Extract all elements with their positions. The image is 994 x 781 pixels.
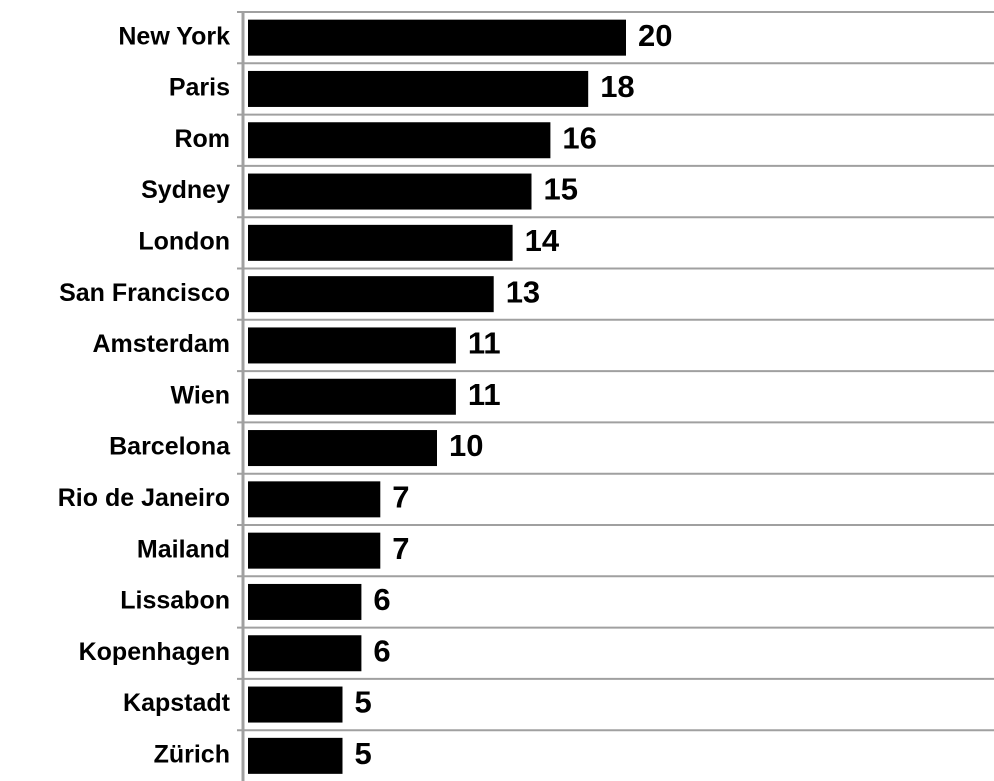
value-label: 16 [562,120,596,155]
category-label: Zürich [154,740,230,768]
category-label: Kapstadt [123,689,231,717]
value-label: 13 [506,274,540,309]
category-label: New York [118,22,230,50]
category-label: Rom [174,125,230,153]
value-label: 15 [544,172,578,207]
value-label: 18 [600,69,634,104]
bar [248,224,513,261]
bar [248,173,532,210]
value-label: 7 [392,480,409,515]
category-label: Amsterdam [92,330,230,358]
value-label: 10 [449,428,483,463]
bar [248,276,494,313]
category-label: San Francisco [59,279,230,307]
category-label: Barcelona [109,433,231,461]
category-label: Kopenhagen [79,638,230,666]
category-label: London [138,227,230,255]
bar [248,327,456,364]
value-label: 5 [355,736,372,771]
value-label: 11 [468,377,501,412]
value-label: 5 [355,685,372,720]
bar [248,635,362,672]
category-label: Mailand [137,535,230,563]
bar [248,532,381,569]
category-label: Wien [171,381,231,409]
bar [248,583,362,620]
value-label: 14 [525,223,560,258]
category-label: Paris [169,74,230,102]
bar [248,686,343,723]
bar [248,737,343,774]
value-label: 6 [373,582,390,617]
bar [248,122,551,159]
category-label: Sydney [141,176,230,204]
bar [248,378,456,415]
bar [248,481,381,518]
value-label: 7 [392,531,409,566]
value-label: 20 [638,18,672,53]
category-label: Rio de Janeiro [58,484,230,512]
value-label: 6 [373,633,390,668]
value-label: 11 [468,326,501,361]
bar [248,19,626,56]
category-label: Lissabon [120,587,230,615]
bar [248,70,589,107]
bar [248,430,437,467]
